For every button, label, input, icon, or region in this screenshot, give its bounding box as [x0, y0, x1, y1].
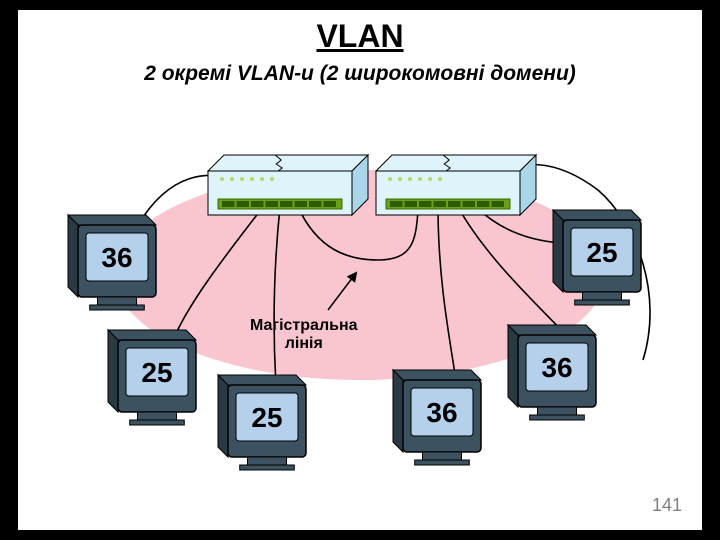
monitor-m4: 36	[393, 370, 481, 465]
svg-text:36: 36	[101, 242, 132, 273]
svg-text:36: 36	[541, 352, 572, 383]
svg-text:25: 25	[141, 357, 172, 388]
svg-text:36: 36	[426, 397, 457, 428]
svg-text:25: 25	[251, 402, 282, 433]
trunk-label: Магістральна лінія	[250, 317, 358, 354]
trunk-label-line2: лінія	[285, 335, 323, 352]
page-subtitle: 2 окремі VLAN-и (2 широкомовні домени)	[18, 62, 702, 86]
monitor-m5: 36	[508, 325, 596, 420]
slide: VLAN 2 окремі VLAN-и (2 широкомовні доме…	[18, 10, 702, 530]
monitor-m2: 25	[108, 330, 196, 425]
trunk-label-line1: Магістральна	[250, 317, 358, 334]
vlan-diagram: 36 25 25 36 36 25	[18, 105, 702, 495]
monitor-m1: 36	[68, 215, 156, 310]
monitor-m3: 25	[218, 375, 306, 470]
diagram-stage: 36 25 25 36 36 25 Магістральна лінія	[18, 105, 702, 495]
monitor-m6: 25	[553, 210, 641, 305]
page-title: VLAN	[18, 18, 702, 55]
page-number: 141	[652, 495, 682, 516]
svg-text:25: 25	[586, 237, 617, 268]
